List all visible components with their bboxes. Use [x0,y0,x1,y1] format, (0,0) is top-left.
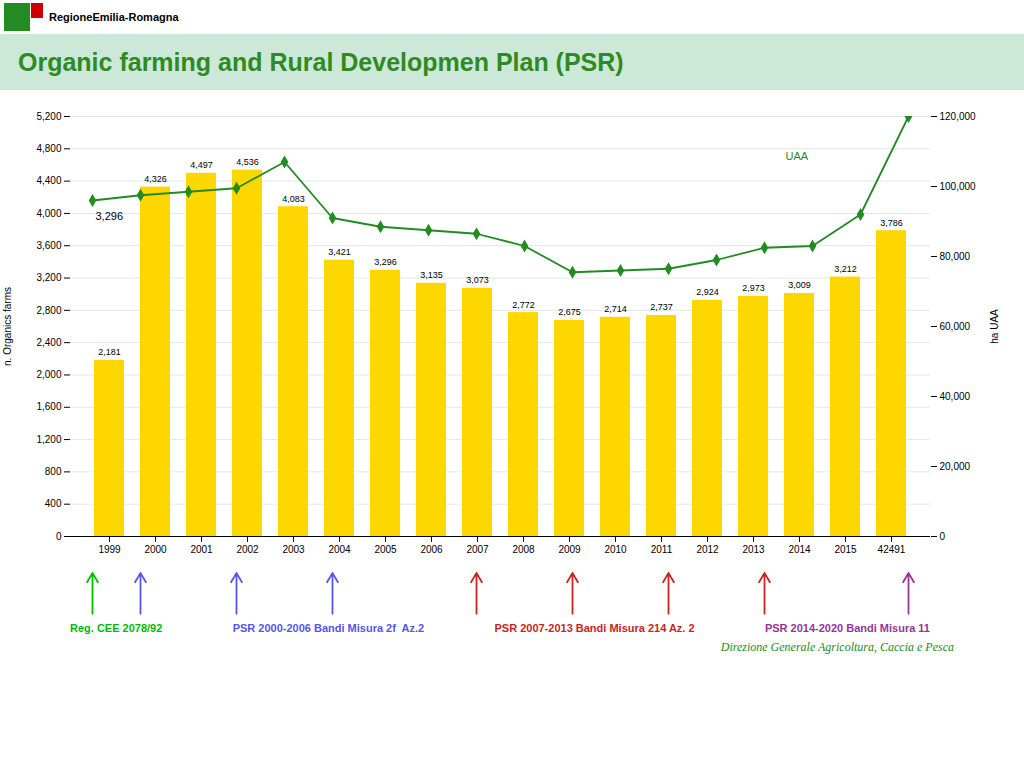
svg-text:2,737: 2,737 [650,302,673,312]
svg-text:0: 0 [56,531,62,542]
svg-text:4,497: 4,497 [190,160,213,170]
svg-text:2002: 2002 [236,544,259,555]
svg-text:120,000: 120,000 [940,111,977,122]
svg-text:2001: 2001 [190,544,213,555]
svg-text:2003: 2003 [282,544,305,555]
svg-text:3,073: 3,073 [466,275,489,285]
svg-text:ha UAA: ha UAA [989,309,1000,344]
svg-text:3,296: 3,296 [96,210,124,222]
svg-text:3,212: 3,212 [834,264,857,274]
svg-text:4,083: 4,083 [282,194,305,204]
svg-text:100,000: 100,000 [940,181,977,192]
svg-text:2011: 2011 [651,544,673,555]
svg-text:4,800: 4,800 [36,143,61,154]
svg-text:400: 400 [45,498,62,509]
svg-text:2006: 2006 [420,544,443,555]
svg-text:2014: 2014 [788,544,811,555]
svg-text:3,200: 3,200 [36,272,61,283]
svg-text:3,009: 3,009 [788,280,811,290]
svg-text:800: 800 [45,466,62,477]
svg-text:3,135: 3,135 [420,270,443,280]
svg-text:20,000: 20,000 [940,461,971,472]
svg-text:2,400: 2,400 [36,337,61,348]
svg-text:2000: 2000 [144,544,167,555]
html-text:PSR 2000-2006 Bandi Misura 2f: PSR 2000-2006 Bandi Misura 2f Az.2 [232,622,425,634]
svg-text:2,924: 2,924 [696,287,719,297]
svg-text:4,536: 4,536 [236,157,259,167]
html-text:Organic farming and Rural Deve: Organic farming and Rural Developmen Pla… [18,47,624,76]
html-text:PSR 2014-2020 Bandi Misura 11: PSR 2014-2020 Bandi Misura 11 [764,622,930,634]
svg-text:2,000: 2,000 [36,369,61,380]
svg-text:2005: 2005 [374,544,397,555]
html-text:Reg. CEE 2078/92: Reg. CEE 2078/92 [70,622,163,634]
svg-text:2,772: 2,772 [512,300,535,310]
svg-text:0: 0 [940,531,946,542]
html-text:PSR 2007-2013 Bandi Misura 214: PSR 2007-2013 Bandi Misura 214 Az. 2 [494,622,695,634]
svg-text:2,714: 2,714 [604,304,627,314]
svg-text:2015: 2015 [834,544,857,555]
svg-text:4,400: 4,400 [36,175,61,186]
svg-text:2008: 2008 [512,544,535,555]
svg-text:2004: 2004 [328,544,351,555]
svg-text:42491: 42491 [878,544,906,555]
svg-text:40,000: 40,000 [940,391,971,402]
svg-text:2012: 2012 [696,544,719,555]
svg-text:2007: 2007 [466,544,489,555]
svg-text:3,296: 3,296 [374,257,397,267]
svg-text:2,973: 2,973 [742,283,765,293]
svg-text:2,675: 2,675 [558,307,581,317]
svg-text:4,000: 4,000 [36,208,61,219]
svg-text:UAA: UAA [786,150,809,162]
svg-text:2013: 2013 [742,544,765,555]
svg-text:3,786: 3,786 [880,218,903,228]
svg-text:2,800: 2,800 [36,305,61,316]
svg-text:1999: 1999 [98,544,121,555]
svg-text:2010: 2010 [604,544,627,555]
svg-text:60,000: 60,000 [940,321,971,332]
svg-text:2009: 2009 [558,544,581,555]
html-text:RegioneEmilia-Romagna: RegioneEmilia-Romagna [49,11,179,23]
svg-text:4,326: 4,326 [144,174,167,184]
svg-text:3,421: 3,421 [328,247,351,257]
html-text:Direzione Generale Agricoltura: Direzione Generale Agricoltura, Caccia e… [720,640,954,654]
svg-text:1,200: 1,200 [36,434,61,445]
svg-text:1,600: 1,600 [36,401,61,412]
svg-text:n. Organics farms: n. Organics farms [2,287,13,366]
svg-text:3,600: 3,600 [36,240,61,251]
svg-text:2,181: 2,181 [98,347,121,357]
svg-text:80,000: 80,000 [940,251,971,262]
svg-text:5,200: 5,200 [36,111,61,122]
